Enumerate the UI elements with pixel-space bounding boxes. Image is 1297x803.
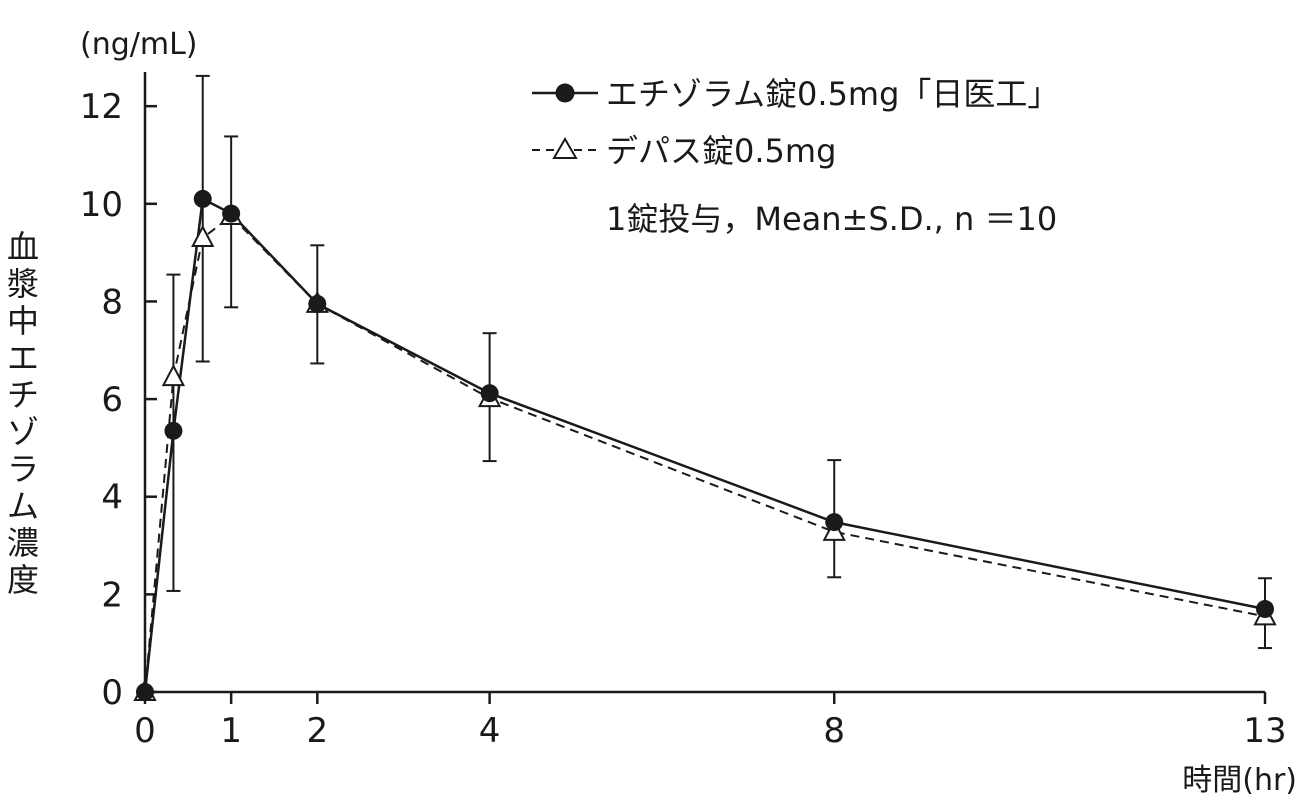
x-tick-label: 4 bbox=[479, 711, 501, 751]
y-tick-label: 10 bbox=[80, 185, 123, 225]
y-axis-label-char: 濃 bbox=[7, 524, 39, 562]
y-axis-label-char: 血 bbox=[7, 228, 39, 266]
legend-marker-filled-circle bbox=[555, 83, 575, 103]
y-tick-label: 12 bbox=[80, 87, 123, 127]
data-point-circle bbox=[825, 513, 844, 532]
annotation-text: 1錠投与，Mean±S.D., n ＝10 bbox=[606, 200, 1057, 238]
series-lines bbox=[143, 196, 1266, 693]
legend-entry-2: デパス錠0.5mg bbox=[532, 132, 836, 170]
legend-label-1: エチゾラム錠0.5mg「日医工」 bbox=[606, 75, 1059, 113]
data-point-circle bbox=[480, 384, 499, 403]
y-tick-label: 4 bbox=[101, 478, 123, 518]
y-axis-label-char: 中 bbox=[7, 302, 39, 340]
x-tick-label: 1 bbox=[220, 711, 242, 751]
x-ticks: 0 1 2 4 8 13 bbox=[134, 692, 1287, 751]
y-axis-label-char: エ bbox=[7, 339, 39, 377]
x-tick-label: 2 bbox=[306, 711, 328, 751]
data-point-triangle bbox=[191, 224, 215, 247]
y-ticks: 0 2 4 6 8 10 12 bbox=[80, 87, 157, 713]
x-tick-label: 8 bbox=[823, 711, 845, 751]
legend: エチゾラム錠0.5mg「日医工」 デパス錠0.5mg bbox=[532, 75, 1059, 170]
y-axis-label-char: 度 bbox=[7, 561, 39, 599]
data-point-circle bbox=[1256, 600, 1274, 619]
y-axis-label-char: 漿 bbox=[7, 265, 39, 303]
y-tick-label: 6 bbox=[101, 380, 123, 420]
y-axis-label-char: ラ bbox=[7, 450, 39, 488]
data-point-triangle bbox=[161, 363, 186, 387]
data-point-circle bbox=[222, 204, 241, 223]
y-tick-label: 0 bbox=[101, 673, 123, 713]
series-line-1 bbox=[143, 196, 1266, 693]
legend-label-2: デパス錠0.5mg bbox=[606, 132, 836, 170]
y-axis-label-char: ム bbox=[7, 487, 39, 525]
data-point-circle bbox=[193, 189, 212, 208]
data-point-circle bbox=[164, 421, 183, 440]
y-unit-label: (ng/mL) bbox=[80, 27, 198, 62]
series-line-2 bbox=[144, 214, 1266, 693]
y-axis-label-char: ゾ bbox=[7, 413, 39, 451]
x-tick-label: 13 bbox=[1243, 711, 1286, 751]
x-tick-label: 0 bbox=[134, 711, 156, 751]
y-tick-label: 8 bbox=[101, 282, 123, 322]
data-point-circle bbox=[136, 683, 154, 701]
legend-entry-1: エチゾラム錠0.5mg「日医工」 bbox=[532, 75, 1059, 113]
y-axis-label-char: チ bbox=[7, 376, 39, 414]
series-markers bbox=[133, 189, 1277, 701]
data-point-circle bbox=[308, 294, 327, 313]
legend-marker-open-triangle bbox=[552, 137, 578, 159]
x-axis-label: 時間(hr) bbox=[1182, 763, 1297, 798]
y-tick-label: 2 bbox=[101, 575, 123, 615]
